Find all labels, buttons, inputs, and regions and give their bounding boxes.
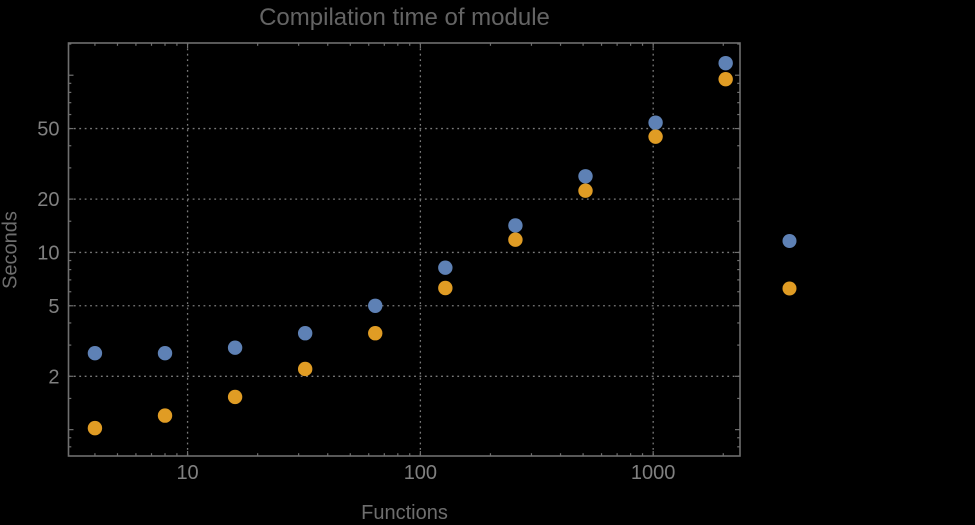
data-point-series-2-orange <box>87 420 103 436</box>
y-tick-label: 2 <box>48 366 59 388</box>
data-point-series-2-orange <box>438 280 453 296</box>
data-point-series-2-orange <box>718 71 733 87</box>
x-tick-label: 100 <box>404 462 437 484</box>
data-point-series-1-blue <box>87 346 103 361</box>
y-tick-label: 50 <box>37 119 59 141</box>
y-tick-label: 5 <box>48 296 59 318</box>
data-point-series-1-blue <box>648 115 663 130</box>
legend-marker-2 <box>782 281 797 296</box>
y-tick-label: 20 <box>37 189 59 211</box>
data-point-series-1-blue <box>368 298 383 313</box>
x-tick-label: 1000 <box>631 462 676 484</box>
data-point-series-2-orange <box>508 232 523 247</box>
x-tick-label: 10 <box>176 462 198 484</box>
data-point-series-1-blue <box>157 346 173 361</box>
data-point-series-2-orange <box>368 326 383 341</box>
y-tick-label: 10 <box>37 242 59 264</box>
legend-marker-1 <box>782 234 797 248</box>
data-point-series-1-blue <box>297 326 313 341</box>
data-point-series-1-blue <box>438 260 453 275</box>
data-point-series-2-orange <box>297 361 313 377</box>
data-point-series-2-orange <box>578 183 593 198</box>
data-point-series-2-orange <box>157 408 173 423</box>
y-axis-label: Seconds <box>0 211 22 289</box>
x-axis-label: Functions <box>361 502 448 524</box>
plot-frame <box>67 42 741 457</box>
chart-title: Compilation time of module <box>259 4 550 31</box>
data-point-series-1-blue <box>227 340 243 355</box>
data-point-series-2-orange <box>227 389 243 405</box>
data-point-series-1-blue <box>718 55 733 71</box>
data-point-series-1-blue <box>508 218 523 233</box>
data-point-series-1-blue <box>578 169 593 184</box>
data-point-series-2-orange <box>648 129 663 144</box>
